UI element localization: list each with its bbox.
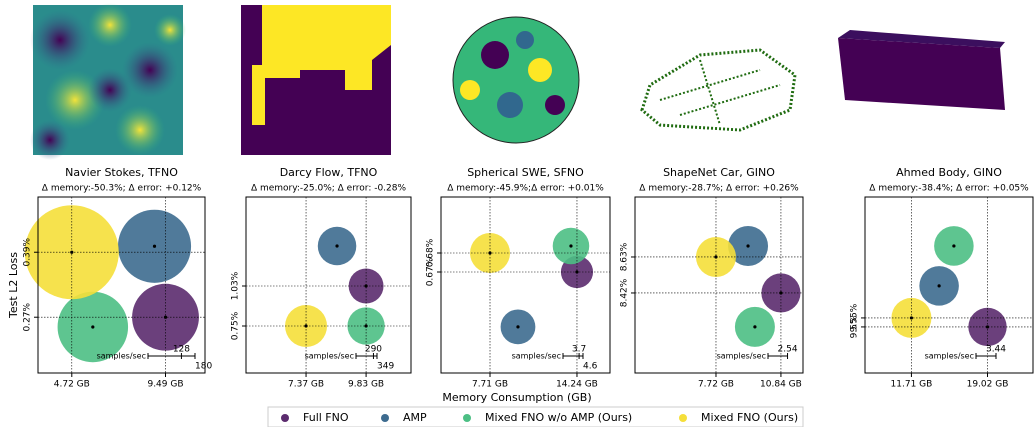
bubble-center — [952, 244, 955, 247]
legend-label: Mixed FNO w/o AMP (Ours) — [485, 411, 632, 424]
y-tick-label: 0.27% — [23, 302, 33, 331]
bubble-center — [753, 325, 756, 328]
x-tick-label: 9.83 GB — [348, 380, 384, 390]
bubble-center — [516, 325, 519, 328]
chart-subtitle: Δ memory:-28.7%; Δ error: +0.26% — [639, 184, 799, 194]
bubble-center — [569, 244, 572, 247]
chart-subtitle: Δ memory:-38.4%; Δ error: +0.05% — [869, 184, 1029, 194]
legend-marker — [281, 414, 289, 422]
thumbnail-ahmed-body — [838, 30, 1005, 110]
x-tick-label: 19.02 GB — [967, 380, 1009, 390]
x-tick-label: 11.71 GB — [891, 380, 933, 390]
thumbnail-darcy-flow — [241, 5, 391, 155]
scale-value: 290 — [365, 345, 382, 355]
chart-title: Navier Stokes, TFNO — [65, 166, 178, 179]
scale-value: 180 — [195, 362, 212, 372]
legend-label: Full FNO — [303, 411, 349, 424]
scale-value: 4.6 — [583, 362, 598, 372]
chart-title: Spherical SWE, SFNO — [467, 166, 584, 179]
scale-label: samples/sec — [717, 352, 766, 361]
y-axis-label: Test L2 Loss — [7, 252, 20, 319]
y-tick-label: 8.42% — [620, 278, 630, 307]
chart-title: ShapeNet Car, GINO — [663, 166, 775, 179]
figure: Test L2 Loss Memory Consumption (GB) Nav… — [0, 0, 1035, 427]
legend-marker — [463, 414, 471, 422]
y-tick-label: 9.55% — [850, 303, 860, 332]
x-tick-label: 9.49 GB — [147, 380, 183, 390]
x-tick-label: 7.71 GB — [472, 380, 508, 390]
chart-subtitle: Δ memory:-45.9%;Δ error: +0.01% — [447, 184, 604, 194]
scale-value: 2.54 — [778, 345, 798, 355]
thumbnail-navier-stokes — [30, 3, 186, 160]
x-tick-label: 7.37 GB — [288, 380, 324, 390]
legend-label: Mixed FNO (Ours) — [701, 411, 798, 424]
y-tick-label: 0.39% — [23, 237, 33, 266]
y-tick-label: 0.68% — [426, 238, 436, 267]
bubble-center — [746, 244, 749, 247]
plot-frame — [246, 197, 411, 373]
chart-title: Ahmed Body, GINO — [896, 166, 1002, 179]
bubble-center — [153, 245, 156, 248]
legend-label: AMP — [403, 411, 427, 424]
y-tick-label: 8.63% — [620, 242, 630, 271]
legend-marker — [679, 414, 687, 422]
chart-subtitle: Δ memory:-25.0%; Δ error: -0.28% — [251, 184, 407, 194]
scale-value: 3.7 — [572, 345, 586, 355]
scale-label: samples/sec — [925, 352, 974, 361]
bubble-center — [91, 325, 94, 328]
scale-value: 128 — [173, 345, 190, 355]
bubble-center — [938, 284, 941, 287]
x-tick-label: 7.72 GB — [698, 380, 734, 390]
x-axis-label: Memory Consumption (GB) — [442, 391, 591, 404]
scale-label: samples/sec — [305, 352, 354, 361]
thumbnail-shapenet-car — [642, 50, 795, 130]
scale-value: 3.44 — [986, 345, 1006, 355]
chart-subtitle: Δ memory:-50.3%; Δ error: +0.12% — [42, 184, 202, 194]
bubble-center — [335, 244, 338, 247]
thumbnails — [30, 3, 1005, 160]
legend-marker — [381, 414, 389, 422]
y-tick-label: 0.75% — [231, 311, 241, 340]
scale-label: samples/sec — [97, 352, 146, 361]
chart-title: Darcy Flow, TFNO — [280, 166, 378, 179]
thumbnail-spherical-swe — [453, 17, 579, 143]
x-tick-label: 4.72 GB — [54, 380, 90, 390]
scale-label: samples/sec — [512, 352, 561, 361]
x-tick-label: 10.84 GB — [760, 380, 802, 390]
x-tick-label: 14.24 GB — [556, 380, 598, 390]
scale-value: 349 — [377, 362, 394, 372]
y-tick-label: 1.03% — [231, 271, 241, 300]
